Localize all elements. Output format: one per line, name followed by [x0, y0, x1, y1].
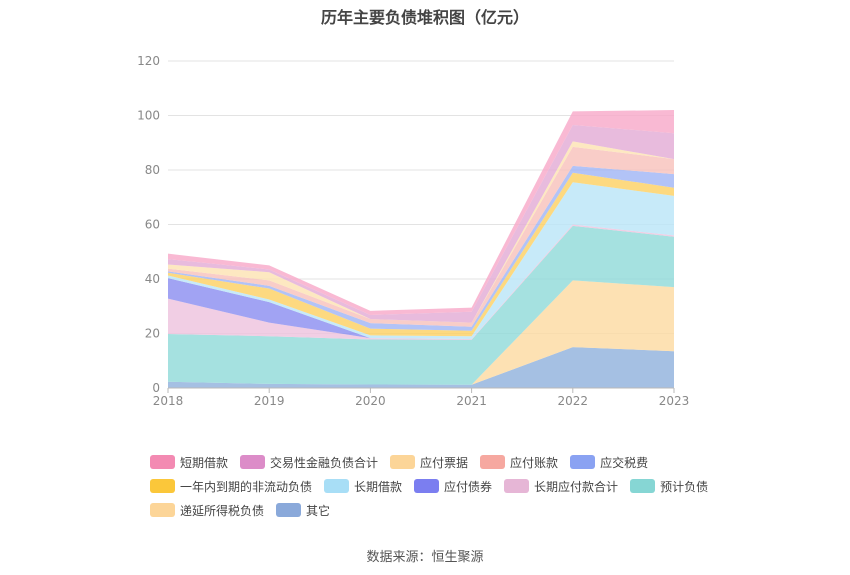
area-series-6	[168, 182, 674, 339]
legend-label: 预计负债	[660, 479, 709, 494]
legend-swatch	[276, 503, 302, 517]
y-tick-label: 80	[145, 163, 160, 177]
y-tick-label: 100	[137, 109, 160, 123]
legend-swatch	[150, 479, 175, 493]
legend-label: 一年内到期的非流动负债	[180, 479, 313, 494]
area-series-layer	[168, 110, 674, 388]
x-tick-label: 2022	[558, 394, 589, 408]
x-tick-label: 2023	[659, 394, 690, 408]
legend-item[interactable]: 一年内到期的非流动负债	[150, 474, 312, 498]
area-series-1	[168, 347, 674, 388]
legend-item[interactable]: 递延所得税负债	[150, 498, 264, 522]
legend-swatch	[150, 455, 175, 469]
area-series-4	[168, 224, 674, 340]
x-tick-label: 2020	[355, 394, 386, 408]
legend-label: 交易性金融负债合计	[270, 455, 379, 470]
y-tick-label: 60	[145, 218, 160, 232]
legend-label: 递延所得税负债	[180, 503, 265, 518]
legend-item[interactable]: 预计负债	[630, 474, 708, 498]
legend-item[interactable]: 其它	[276, 498, 330, 522]
legend-label: 短期借款	[180, 455, 229, 470]
legend-swatch	[390, 455, 416, 469]
legend-label: 长期应付款合计	[534, 479, 619, 494]
x-tick-label: 2019	[254, 394, 285, 408]
area-series-11	[168, 125, 674, 323]
legend-item[interactable]: 长期应付款合计	[504, 474, 618, 498]
chart-title: 历年主要负债堆积图（亿元）	[320, 8, 529, 27]
area-series-8	[168, 165, 674, 331]
area-series-3	[168, 225, 674, 385]
area-series-7	[168, 172, 674, 337]
legend-swatch	[324, 479, 350, 493]
area-series-10	[168, 141, 674, 323]
legend-item[interactable]: 应付票据	[390, 450, 468, 474]
area-series-2	[168, 280, 674, 385]
y-tick-label: 40	[145, 272, 160, 286]
legend-swatch	[240, 455, 266, 469]
legend-label: 应付票据	[420, 455, 469, 470]
legend-label: 长期借款	[354, 479, 403, 494]
legend-item[interactable]: 应交税费	[570, 450, 648, 474]
area-series-9	[168, 146, 674, 327]
legend-item[interactable]: 应付债券	[414, 474, 492, 498]
y-tick-label: 120	[137, 54, 160, 68]
axes: 0 20 40 60 80 100 120 2018 2019 2020 2021 2022 2023	[137, 54, 689, 408]
data-source-note: 数据来源：恒生聚源	[366, 550, 484, 565]
legend-label: 应交税费	[600, 455, 649, 470]
x-tick-label: 2021	[456, 394, 487, 408]
legend-label: 应付账款	[510, 455, 559, 470]
legend-item[interactable]: 应付账款	[480, 450, 558, 474]
y-tick-label: 0	[152, 381, 160, 395]
legend-swatch	[504, 479, 530, 493]
legend-swatch	[570, 455, 596, 469]
x-tick-label: 2018	[153, 394, 184, 408]
legend-swatch	[414, 479, 440, 493]
legend-label: 其它	[306, 503, 331, 518]
area-series-12	[168, 110, 674, 315]
legend-swatch	[150, 503, 175, 517]
legend: 短期借款 交易性金融负债合计 应付票据 应付账款 应交税费一年内到期的非流动负债 长期借款…	[150, 450, 770, 522]
legend-swatch	[480, 455, 506, 469]
legend-item[interactable]: 长期借款	[324, 474, 402, 498]
legend-label: 应付债券	[444, 479, 493, 494]
y-tick-label: 20	[145, 327, 160, 341]
legend-swatch	[630, 479, 656, 493]
legend-item[interactable]: 交易性金融负债合计	[240, 450, 378, 474]
legend-item[interactable]: 短期借款	[150, 450, 228, 474]
